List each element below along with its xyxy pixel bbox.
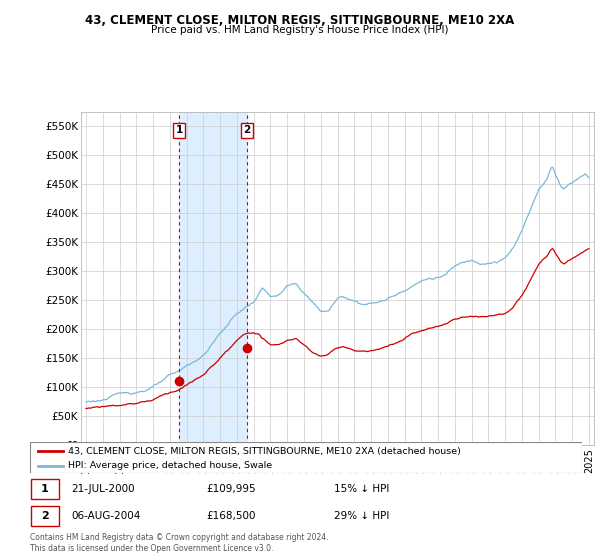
Bar xyxy=(179,112,247,445)
Text: 2: 2 xyxy=(244,125,251,136)
Text: 1: 1 xyxy=(41,484,49,494)
Text: 2: 2 xyxy=(41,511,49,521)
Text: HPI: Average price, detached house, Swale: HPI: Average price, detached house, Swal… xyxy=(68,461,272,470)
Text: £109,995: £109,995 xyxy=(206,484,256,494)
Text: Contains HM Land Registry data © Crown copyright and database right 2024.
This d: Contains HM Land Registry data © Crown c… xyxy=(30,533,329,553)
Text: 43, CLEMENT CLOSE, MILTON REGIS, SITTINGBOURNE, ME10 2XA: 43, CLEMENT CLOSE, MILTON REGIS, SITTING… xyxy=(85,14,515,27)
Text: £168,500: £168,500 xyxy=(206,511,256,521)
Bar xyxy=(31,479,59,500)
Bar xyxy=(31,506,59,526)
Text: 29% ↓ HPI: 29% ↓ HPI xyxy=(334,511,389,521)
Text: 43, CLEMENT CLOSE, MILTON REGIS, SITTINGBOURNE, ME10 2XA (detached house): 43, CLEMENT CLOSE, MILTON REGIS, SITTING… xyxy=(68,446,460,455)
Text: 21-JUL-2000: 21-JUL-2000 xyxy=(71,484,135,494)
Text: 06-AUG-2004: 06-AUG-2004 xyxy=(71,511,141,521)
Text: Price paid vs. HM Land Registry's House Price Index (HPI): Price paid vs. HM Land Registry's House … xyxy=(151,25,449,35)
Text: 15% ↓ HPI: 15% ↓ HPI xyxy=(334,484,389,494)
Text: 1: 1 xyxy=(175,125,182,136)
